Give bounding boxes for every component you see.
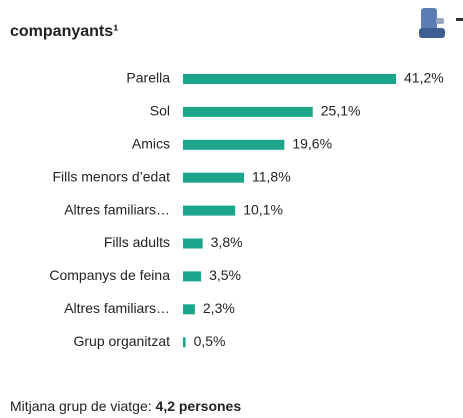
category-label: Parella: [126, 70, 170, 86]
value-label: 3,5%: [209, 267, 241, 283]
bar: [183, 304, 195, 315]
value-label: 19,6%: [292, 136, 332, 152]
chart: companyants¹ Parella 41,2% Sol 25,1% Amics 19…: [10, 8, 463, 349]
category-label: Companys de feina: [49, 267, 170, 283]
seat-icon: [419, 8, 463, 38]
value-label: 11,8%: [252, 168, 291, 184]
value-label: 41,2%: [404, 70, 444, 86]
category-label: Grup organitzat: [74, 333, 171, 349]
bar: [183, 74, 396, 84]
footer-value: 4,2 persones: [155, 398, 242, 414]
footer-text: Mitjana grup de viatge:: [10, 398, 156, 414]
category-label: Fills menors d’edat: [53, 168, 171, 184]
chart-title: companyants¹: [10, 23, 118, 40]
bar: [183, 271, 202, 282]
bar: [183, 106, 313, 117]
value-label: 3,8%: [211, 234, 243, 250]
bar: [183, 205, 236, 216]
value-label: 2,3%: [203, 300, 235, 316]
category-label: Amics: [132, 136, 170, 152]
bar: [183, 172, 245, 183]
bar: [183, 238, 203, 249]
value-label: 25,1%: [321, 103, 361, 119]
bar: [183, 337, 186, 348]
footer: Mitjana grup de viatge: 4,2 persones: [10, 398, 241, 414]
category-label: Altres familiars…: [64, 201, 170, 217]
category-label: Fills adults: [104, 234, 170, 250]
value-label: 0,5%: [194, 333, 226, 349]
category-label: Altres familiars…: [64, 300, 170, 316]
value-label: 10,1%: [243, 201, 283, 217]
category-label: Sol: [150, 103, 170, 119]
bar: [183, 139, 285, 150]
